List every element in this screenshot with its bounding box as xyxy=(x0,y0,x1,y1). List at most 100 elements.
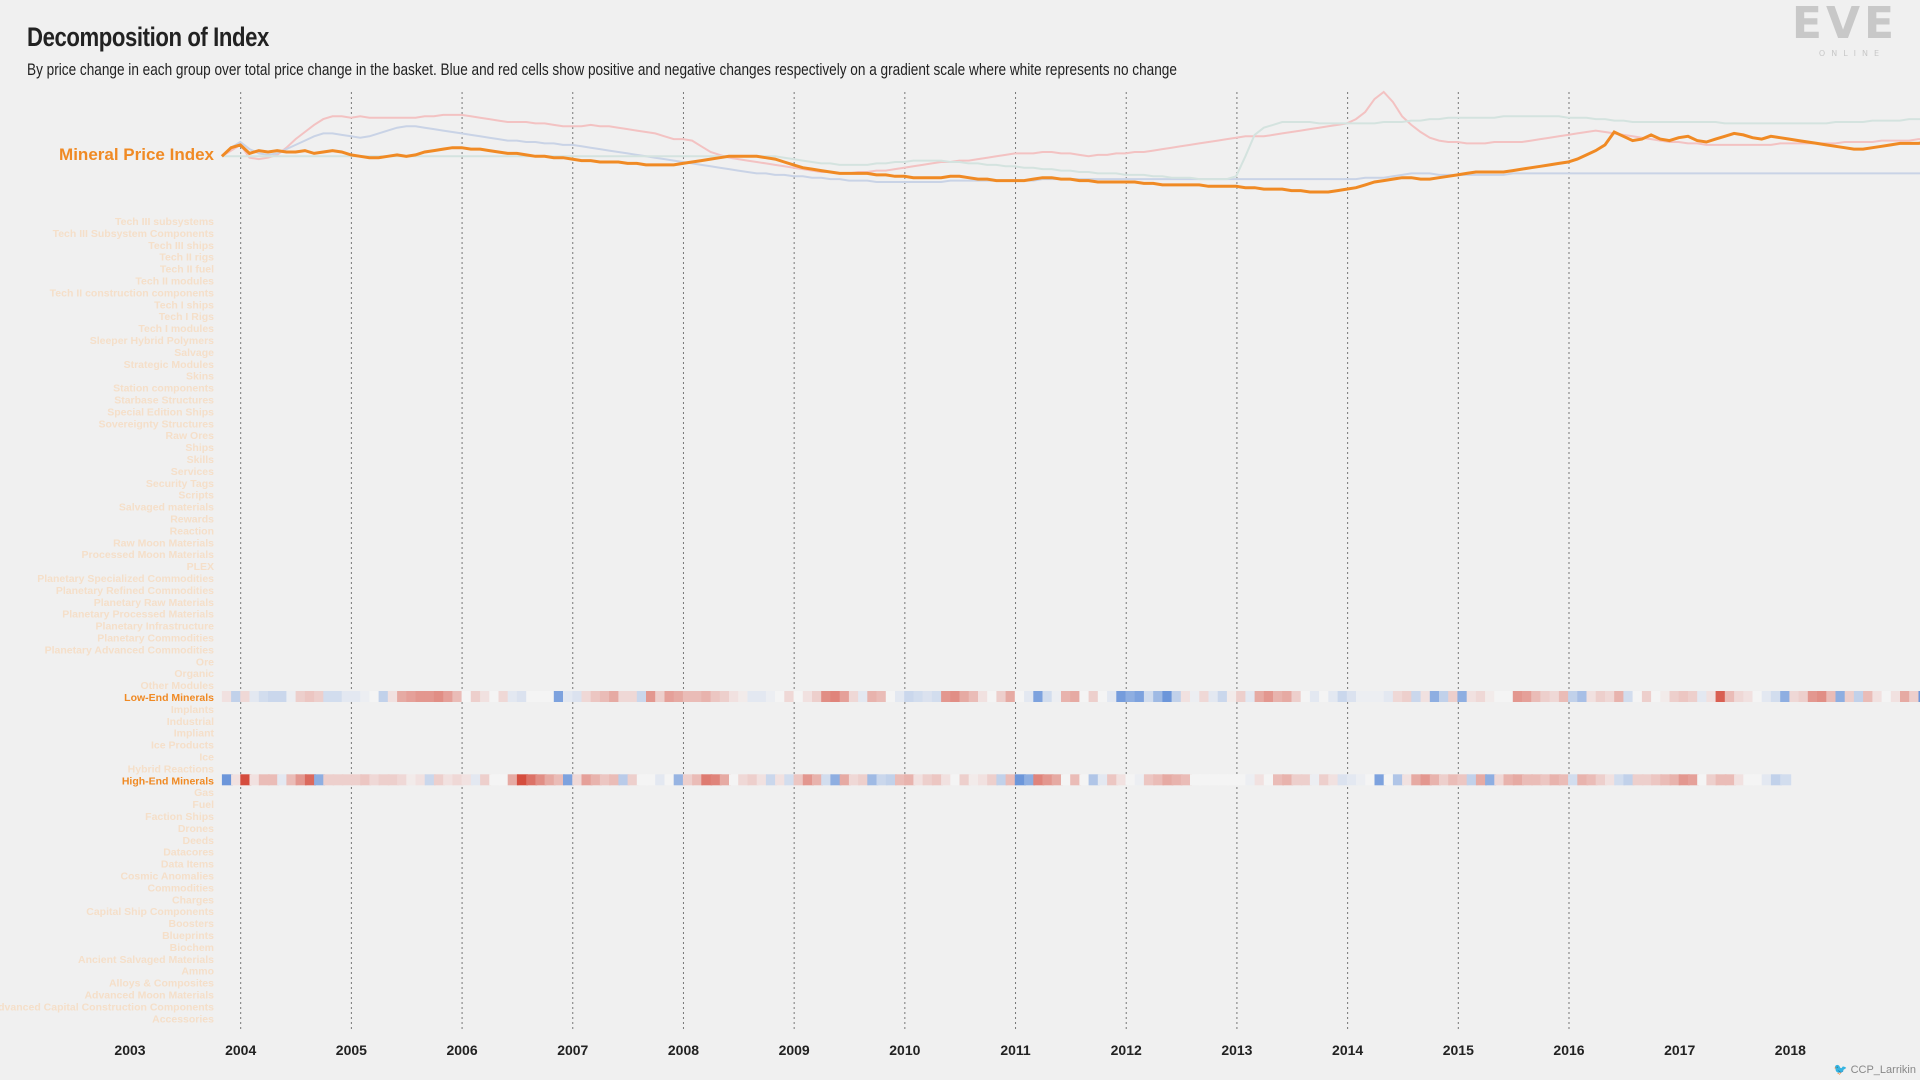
high-end-minerals-cell xyxy=(996,774,1008,786)
high-end-minerals-cell xyxy=(1752,774,1764,786)
high-end-minerals-cell xyxy=(1614,774,1626,786)
high-end-minerals-cell xyxy=(498,774,510,786)
high-end-minerals-cell xyxy=(231,774,243,786)
low-end-minerals-cell xyxy=(1780,691,1792,702)
high-end-minerals-cell xyxy=(655,774,667,786)
row-label: Skins xyxy=(186,371,214,383)
background-series-line xyxy=(221,90,1920,175)
low-end-minerals-cell xyxy=(433,691,445,702)
high-end-minerals-cell xyxy=(1014,774,1026,786)
low-end-minerals-cell xyxy=(1319,691,1331,702)
row-label: Processed Moon Materials xyxy=(82,549,215,561)
high-end-minerals-cell xyxy=(812,774,823,786)
high-end-minerals-cell xyxy=(443,774,455,786)
row-label: Implants xyxy=(171,704,214,716)
low-end-minerals-cell xyxy=(1835,691,1847,702)
low-end-minerals-cell xyxy=(1226,691,1238,702)
high-end-minerals-cell xyxy=(1531,774,1543,786)
row-label: Salvage xyxy=(174,347,214,359)
row-label: Services xyxy=(171,466,214,478)
high-end-minerals-cell xyxy=(1448,774,1460,786)
high-end-minerals-cell xyxy=(461,774,473,786)
author-credit[interactable]: 🐦 CCP_Larrikin xyxy=(1834,1063,1916,1076)
high-end-minerals-cell xyxy=(765,774,777,786)
high-end-minerals-cell xyxy=(1743,774,1755,786)
high-end-minerals-cell xyxy=(1079,774,1091,786)
high-end-minerals-cell xyxy=(277,774,289,786)
high-end-minerals-cell xyxy=(1070,774,1082,786)
low-end-minerals-cell xyxy=(848,691,860,702)
high-end-minerals-cell xyxy=(1319,774,1331,786)
x-tick-label: 2012 xyxy=(1111,1042,1142,1058)
low-end-minerals-cell xyxy=(397,691,409,702)
high-end-minerals-cell xyxy=(1420,774,1432,786)
low-end-minerals-cell xyxy=(1909,691,1920,702)
low-end-minerals-cell xyxy=(1826,691,1838,702)
high-end-minerals-cell xyxy=(360,774,372,786)
high-end-minerals-cell xyxy=(544,774,556,786)
low-end-minerals-cell xyxy=(802,691,814,702)
high-end-minerals-cell xyxy=(1365,774,1377,786)
low-end-minerals-cell xyxy=(922,691,934,702)
high-end-minerals-cell xyxy=(1171,774,1183,786)
high-end-minerals-cell xyxy=(1153,774,1165,786)
low-end-minerals-cell xyxy=(268,691,279,702)
x-tick-label: 2017 xyxy=(1664,1042,1695,1058)
high-end-minerals-cell xyxy=(1042,774,1054,786)
low-end-minerals-cell xyxy=(931,691,943,702)
low-end-minerals-cell xyxy=(1577,691,1589,702)
high-end-minerals-cell xyxy=(1245,774,1257,786)
low-end-minerals-cell xyxy=(526,691,538,702)
low-end-minerals-cell xyxy=(627,691,639,702)
author-handle: CCP_Larrikin xyxy=(1850,1064,1916,1076)
low-end-minerals-cell xyxy=(1918,691,1920,702)
low-end-minerals-cell xyxy=(1291,691,1303,702)
high-end-minerals-cell xyxy=(332,774,344,786)
row-label: Planetary Refined Commodities xyxy=(56,585,214,597)
high-end-minerals-cell xyxy=(1199,774,1211,786)
low-end-minerals-cell xyxy=(1614,691,1626,702)
low-end-minerals-cell xyxy=(1605,691,1616,702)
row-label: Commodities xyxy=(147,882,214,894)
high-end-minerals-cell xyxy=(1697,774,1709,786)
low-end-minerals-cell xyxy=(904,691,916,702)
high-end-minerals-cell xyxy=(258,774,270,786)
high-end-minerals-cell xyxy=(1669,774,1681,786)
x-tick-label: 2008 xyxy=(668,1042,699,1058)
low-end-minerals-cell xyxy=(729,691,740,702)
high-end-minerals-cell xyxy=(719,774,731,786)
low-end-minerals-cell xyxy=(1522,691,1533,702)
low-end-minerals-cell xyxy=(581,691,593,702)
low-end-minerals-cell xyxy=(1439,691,1450,702)
low-end-minerals-cell xyxy=(821,691,833,702)
high-end-minerals-cell xyxy=(931,774,943,786)
low-end-minerals-cell xyxy=(1540,691,1552,702)
x-tick-label: 2011 xyxy=(1000,1042,1031,1058)
high-end-minerals-cell xyxy=(406,774,418,786)
high-end-minerals-cell xyxy=(1678,774,1690,786)
high-end-minerals-cell xyxy=(1346,774,1358,786)
low-end-minerals-cell xyxy=(793,691,805,702)
high-end-minerals-cell xyxy=(387,774,399,786)
high-end-minerals-cell xyxy=(1236,774,1248,786)
low-end-minerals-cell xyxy=(1844,691,1856,702)
high-end-minerals-cell xyxy=(738,774,750,786)
low-end-minerals-cell xyxy=(1245,691,1257,702)
high-end-minerals-cell xyxy=(1328,774,1340,786)
row-label: Blueprints xyxy=(162,930,214,942)
low-end-minerals-cell xyxy=(1282,691,1294,702)
high-end-minerals-cell xyxy=(1208,774,1220,786)
low-end-minerals-cell xyxy=(341,691,353,702)
row-label: Rewards xyxy=(170,514,214,526)
row-label: Station components xyxy=(113,383,214,395)
high-end-minerals-cell xyxy=(1724,774,1736,786)
high-end-minerals-cell xyxy=(1309,774,1321,786)
background-series-line xyxy=(221,125,1920,183)
low-end-minerals-cell xyxy=(231,691,243,702)
low-end-minerals-cell xyxy=(1697,691,1709,702)
x-tick-label: 2018 xyxy=(1775,1042,1806,1058)
high-end-minerals-cell xyxy=(950,774,962,786)
high-end-minerals-cell xyxy=(452,774,464,786)
low-end-minerals-cell xyxy=(1337,691,1349,702)
low-end-minerals-cell xyxy=(351,691,362,702)
